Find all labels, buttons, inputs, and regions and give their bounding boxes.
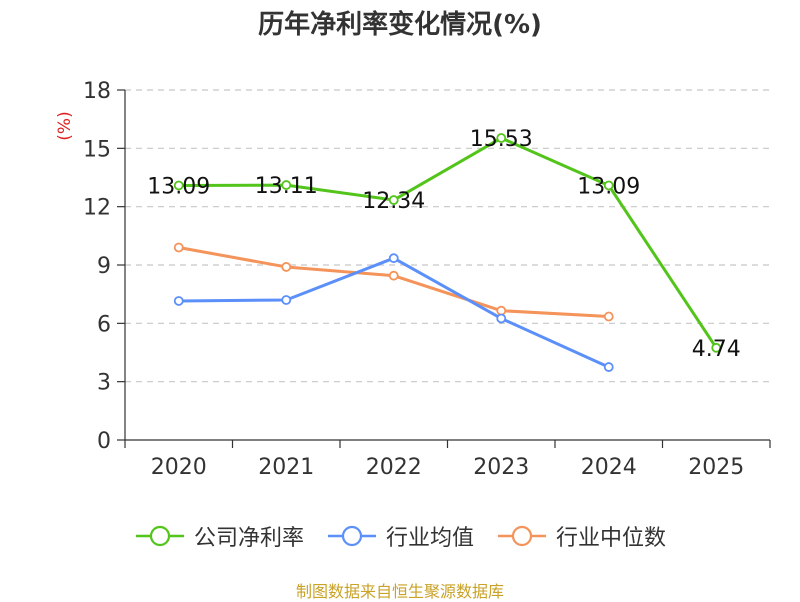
series-line: [178, 136, 718, 349]
data-point: [603, 180, 614, 191]
data-point: [603, 311, 614, 322]
data-label: 13.11: [255, 174, 318, 199]
legend-circle: [511, 525, 533, 547]
data-label: 15.53: [470, 127, 533, 152]
legend-marker-icon: [327, 525, 376, 547]
y-tick-label: 6: [97, 312, 111, 337]
data-point: [711, 342, 722, 353]
y-tick-label: 0: [97, 429, 111, 454]
legend-label: 行业均值: [385, 526, 474, 551]
y-axis-label: (%): [55, 111, 75, 140]
footer-source: 制图数据来自恒生聚源数据库: [295, 582, 504, 601]
data-label: 4.74: [692, 337, 741, 362]
legend-item[interactable]: 公司净利率: [134, 520, 304, 552]
data-point: [603, 362, 614, 372]
series: [173, 133, 722, 372]
grid-lines: [125, 89, 770, 383]
data-labels: 13.09 13.11 12.34 15.53 13.09 4.74: [147, 127, 740, 362]
legend-marker-icon: [498, 525, 546, 547]
y-tick-label: 15: [83, 137, 111, 162]
y-tick-label: 9: [97, 254, 111, 279]
data-point: [496, 133, 507, 143]
y-tick-label: 18: [83, 79, 111, 104]
x-tick-label: 2022: [366, 455, 422, 480]
x-tick-label: 2024: [581, 455, 637, 480]
data-point: [496, 305, 507, 316]
data-point: [388, 253, 399, 264]
legend-item[interactable]: 行业中位数: [496, 520, 666, 552]
data-point: [281, 262, 292, 272]
legend-circle: [149, 525, 171, 547]
data-point: [388, 195, 399, 205]
legend-item[interactable]: 行业均值: [326, 520, 474, 552]
x-tick-label: 2020: [151, 455, 207, 480]
x-tick-label: 2023: [473, 455, 529, 480]
legend: 公司净利率 行业均值 行业中位数: [0, 520, 800, 552]
legend-circle: [341, 525, 363, 547]
y-tick-label: 3: [97, 371, 111, 396]
data-label: 13.09: [577, 174, 640, 199]
legend-label: 公司净利率: [193, 526, 304, 551]
axes: 0 3 6 9 12 15 18 2020 2021 2022 2023 2024 2025: [83, 79, 771, 480]
data-point: [281, 295, 292, 305]
chart-title: 历年净利率变化情况(%): [258, 10, 542, 40]
x-tick-label: 2021: [258, 455, 314, 480]
data-point: [281, 180, 292, 190]
data-point: [173, 296, 184, 306]
legend-marker-icon: [135, 525, 184, 547]
data-label: 12.34: [362, 189, 425, 214]
data-point: [173, 180, 184, 191]
y-tick-label: 12: [83, 196, 111, 221]
data-point: [388, 270, 399, 281]
legend-label: 行业中位数: [556, 526, 667, 551]
x-tick-label: 2025: [688, 455, 744, 480]
data-label: 13.09: [147, 174, 210, 199]
data-point: [496, 313, 507, 324]
data-point: [173, 242, 184, 253]
